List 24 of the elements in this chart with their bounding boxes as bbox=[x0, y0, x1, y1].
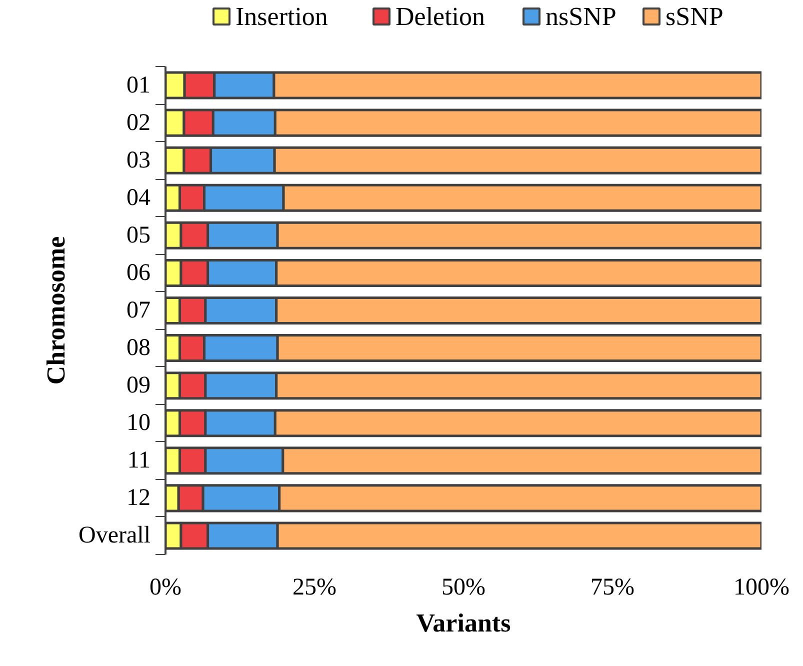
x-tick-label: 50% bbox=[442, 574, 486, 600]
x-tick-label: 25% bbox=[292, 574, 337, 600]
y-tick-label: 07 bbox=[126, 298, 150, 324]
legend-label: sSNP bbox=[666, 2, 724, 31]
y-tick-label: 12 bbox=[126, 485, 150, 512]
y-tick-label: 06 bbox=[126, 260, 150, 286]
y-tick-label: 03 bbox=[126, 147, 150, 174]
y-tick-label: 02 bbox=[126, 110, 150, 136]
y-tick-label: 04 bbox=[126, 184, 150, 211]
y-tick-label: 01 bbox=[126, 72, 150, 98]
y-axis-title: Chromosome bbox=[42, 236, 71, 385]
y-tick-label: 09 bbox=[126, 372, 150, 399]
x-tick-label: 100% bbox=[734, 574, 790, 600]
y-tick-label: 11 bbox=[127, 448, 150, 474]
x-tick-label: 75% bbox=[590, 574, 635, 600]
x-tick-label: 0% bbox=[150, 574, 182, 600]
x-axis-title: Variants bbox=[416, 608, 511, 638]
y-tick-label: 10 bbox=[126, 410, 150, 436]
legend-label: Insertion bbox=[236, 2, 328, 31]
legend-label: Deletion bbox=[396, 2, 486, 31]
legend-label: nsSNP bbox=[546, 2, 616, 31]
y-tick-label: 05 bbox=[126, 222, 150, 248]
y-tick-label: Overall bbox=[78, 522, 151, 549]
y-tick-label: 08 bbox=[126, 335, 150, 362]
